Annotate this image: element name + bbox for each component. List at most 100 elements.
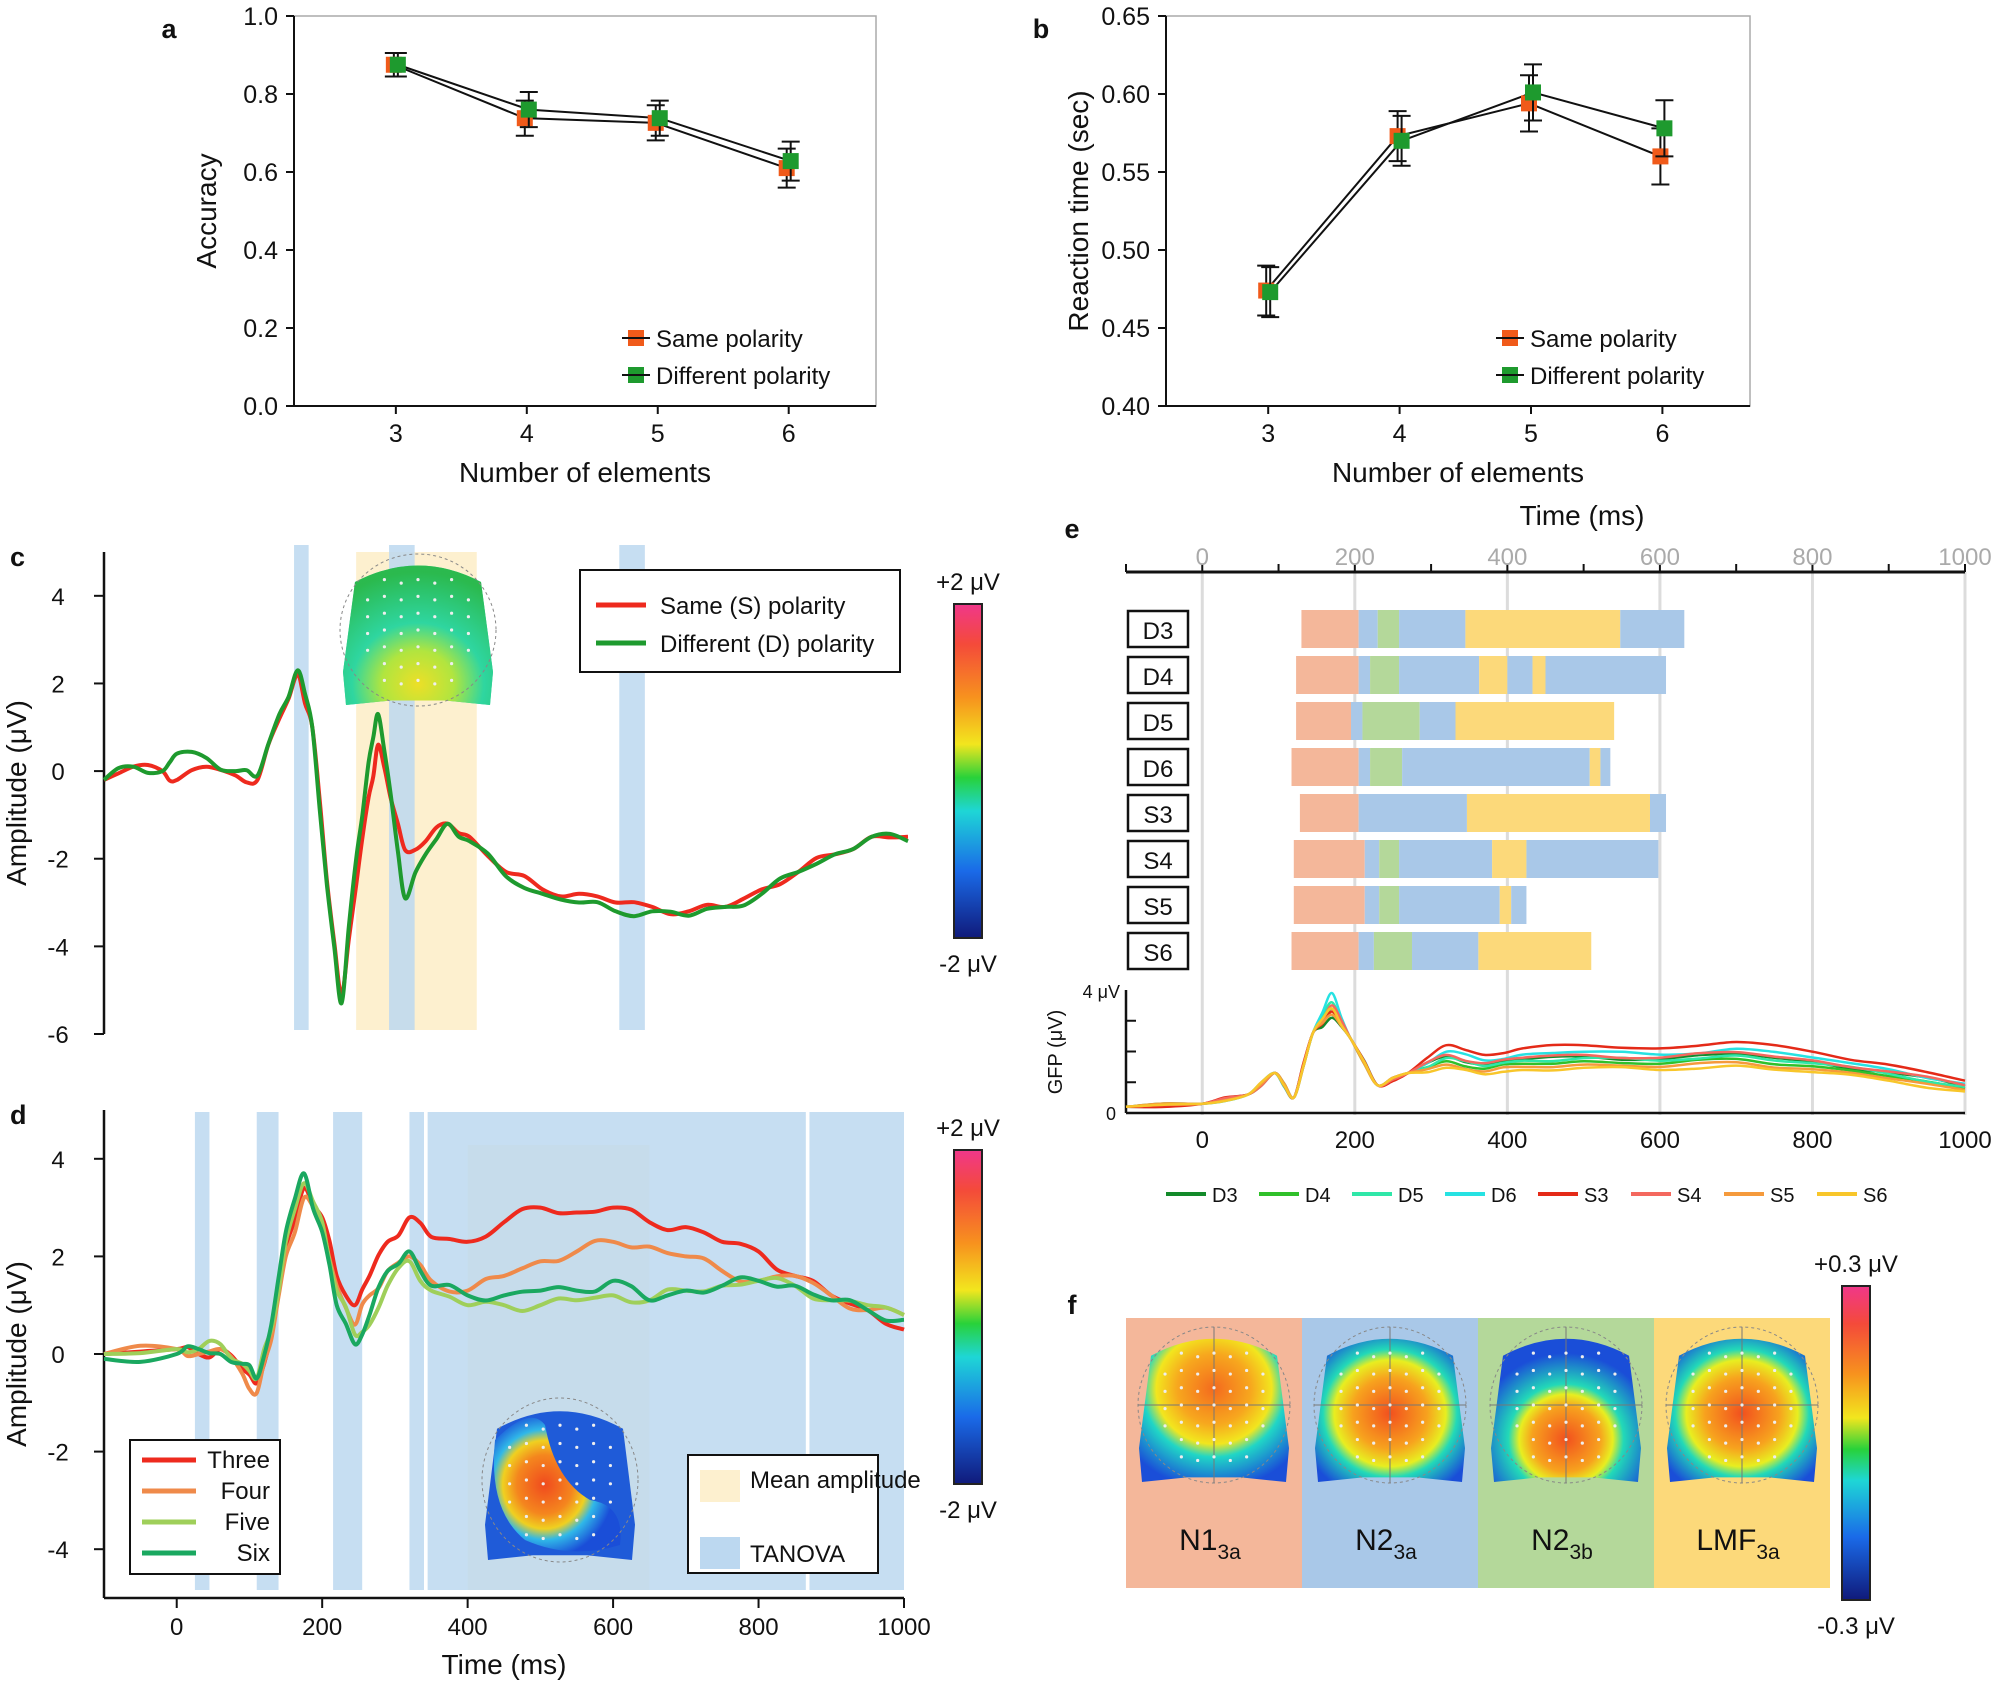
condition-label: D5 (1143, 710, 1174, 737)
topomap-outline (481, 1397, 639, 1563)
microstate-lmf-segment (1466, 794, 1650, 832)
electrode (1515, 1389, 1519, 1393)
electrode (1404, 1407, 1408, 1411)
electrode (1597, 1368, 1601, 1373)
electrode (450, 628, 454, 632)
y-tick-label: 2 (51, 671, 64, 698)
electrode (1789, 1424, 1793, 1428)
gfp-legend-label: S3 (1584, 1185, 1608, 1207)
electrode (575, 1482, 579, 1486)
electrode (508, 1500, 512, 1504)
electrode (592, 1423, 596, 1427)
x-tick-label: 4 (520, 420, 534, 448)
y-tick-label: -6 (47, 1022, 68, 1049)
microstate-name: N1 (1179, 1524, 1217, 1557)
electrode (1261, 1372, 1265, 1376)
microstate-subscript: 3a (1756, 1541, 1780, 1564)
electrode (1228, 1355, 1232, 1359)
erp-trace-different-d-polarity (102, 668, 909, 1006)
condition-label-box (1126, 701, 1190, 741)
condition-label: D3 (1143, 618, 1174, 645)
electrode (558, 1478, 562, 1482)
electrode (416, 678, 420, 683)
microstate-n2a-segment (1412, 932, 1479, 970)
electrode (575, 1445, 579, 1449)
electrode (1740, 1420, 1744, 1424)
series-line-same (393, 63, 788, 170)
condition-label: S3 (1143, 802, 1172, 829)
electrode (1261, 1424, 1265, 1428)
electrode (1388, 1455, 1392, 1459)
electrode (1597, 1386, 1601, 1390)
legend-label: Different polarity (1530, 363, 1704, 390)
x-tick-label: 600 (1640, 1127, 1680, 1154)
electrode (433, 615, 437, 619)
electrode (1789, 1389, 1793, 1393)
topomap-electrodes (366, 578, 470, 686)
electrode (466, 648, 470, 652)
data-marker (782, 153, 799, 170)
electrode (1196, 1372, 1200, 1376)
electrode (1597, 1455, 1601, 1459)
x-tick-label: 600 (593, 1614, 633, 1641)
electrode (1564, 1351, 1568, 1355)
electrode (1564, 1368, 1568, 1373)
electrode (1196, 1389, 1200, 1393)
topomap-electrodes (1515, 1351, 1617, 1463)
electrode (1421, 1368, 1425, 1373)
electrode (1437, 1389, 1441, 1393)
y-tick-label: -2 (47, 1440, 68, 1467)
electrode (1580, 1355, 1584, 1359)
series-line-different (397, 63, 792, 163)
colorbar-max: +2 μV (936, 569, 1000, 596)
y-tick-label: 2 (51, 1244, 64, 1271)
electrode (1245, 1403, 1249, 1407)
electrode (1339, 1372, 1343, 1376)
electrode (1339, 1407, 1343, 1411)
electrode (1531, 1368, 1535, 1373)
panel-label: d (10, 1100, 27, 1130)
electrode (1691, 1407, 1695, 1411)
electrode (608, 1500, 613, 1504)
microstate-n1-segment (1293, 840, 1365, 878)
electrode (1355, 1420, 1359, 1424)
electrode (1355, 1386, 1359, 1390)
colorbar-max: +2 μV (936, 1115, 1000, 1142)
electrode (1179, 1455, 1183, 1459)
electrode (433, 598, 437, 602)
electrode (466, 615, 470, 619)
electrode (1773, 1420, 1777, 1424)
condition-label-box (1126, 609, 1190, 649)
electrode (1245, 1351, 1249, 1355)
gfp-y-bottom: 0 (1106, 1104, 1116, 1124)
colorbar (1841, 1285, 1871, 1601)
electrode (1228, 1458, 1232, 1463)
electrode (1355, 1455, 1359, 1459)
x-tick-label: 0 (1196, 1127, 1209, 1154)
electrode (1531, 1403, 1535, 1407)
condition-label: D6 (1143, 756, 1174, 783)
y-tick-label: 0.65 (1101, 3, 1150, 31)
electrode (1163, 1389, 1167, 1393)
electrode (1580, 1441, 1584, 1445)
electrode (1179, 1368, 1183, 1373)
microstate-n2a-segment (1545, 656, 1667, 694)
microstate-name: LMF (1696, 1524, 1756, 1557)
x-tick-label: 6 (1655, 420, 1669, 448)
y-tick-label: 0.2 (243, 315, 278, 343)
microstate-lmf-segment (1455, 702, 1615, 740)
electrode (1355, 1437, 1359, 1442)
y-tick-label: 0 (51, 759, 64, 786)
electrode (1179, 1351, 1183, 1355)
microstate-name: N2 (1531, 1524, 1569, 1557)
electrode (1773, 1403, 1777, 1407)
electrode (1580, 1372, 1584, 1376)
electrode (1707, 1386, 1711, 1390)
x-tick-label: 800 (739, 1614, 779, 1641)
panel-label: e (1064, 514, 1079, 544)
microstate-n2a-segment (1364, 840, 1380, 878)
legend-label: Same polarity (1530, 326, 1677, 353)
y-axis-title: Reaction time (sec) (1063, 90, 1094, 331)
electrode (1531, 1455, 1535, 1459)
electrode (1179, 1420, 1183, 1424)
